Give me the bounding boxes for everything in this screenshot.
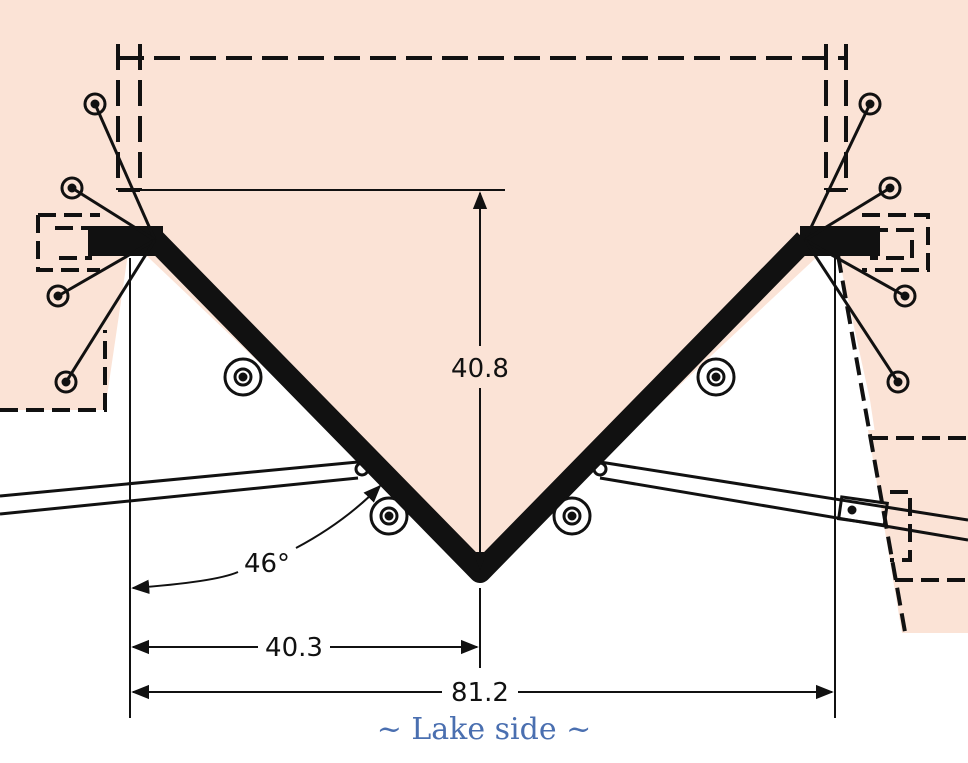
float-wheels	[223, 357, 736, 536]
lake-side-caption: ~ Lake side ~	[376, 712, 592, 747]
wheel-left-upper	[223, 357, 263, 397]
wheel-left-lower	[369, 496, 409, 536]
left-anchor-cables	[57, 103, 157, 383]
extension-lines	[129, 189, 836, 718]
deck-outline-dashed	[116, 44, 848, 192]
right-anchor-cables	[803, 103, 906, 383]
right-shore-edge	[836, 213, 968, 633]
left-gangway	[0, 460, 370, 516]
dimension-angle-arc	[131, 484, 382, 594]
right-anchor-hooks	[858, 92, 917, 394]
v-dock	[88, 226, 880, 583]
left-anchor-hooks	[46, 92, 107, 394]
half-width-label: 40.3	[265, 633, 323, 663]
wheel-right-upper	[696, 357, 736, 397]
angle-label: 46°	[244, 549, 290, 579]
full-width-label: 81.2	[451, 678, 509, 708]
wheel-right-lower	[552, 496, 592, 536]
left-shore-edge	[0, 213, 107, 412]
depth-label: 40.8	[451, 354, 509, 384]
land-area	[0, 0, 968, 633]
right-gangway	[592, 460, 968, 542]
